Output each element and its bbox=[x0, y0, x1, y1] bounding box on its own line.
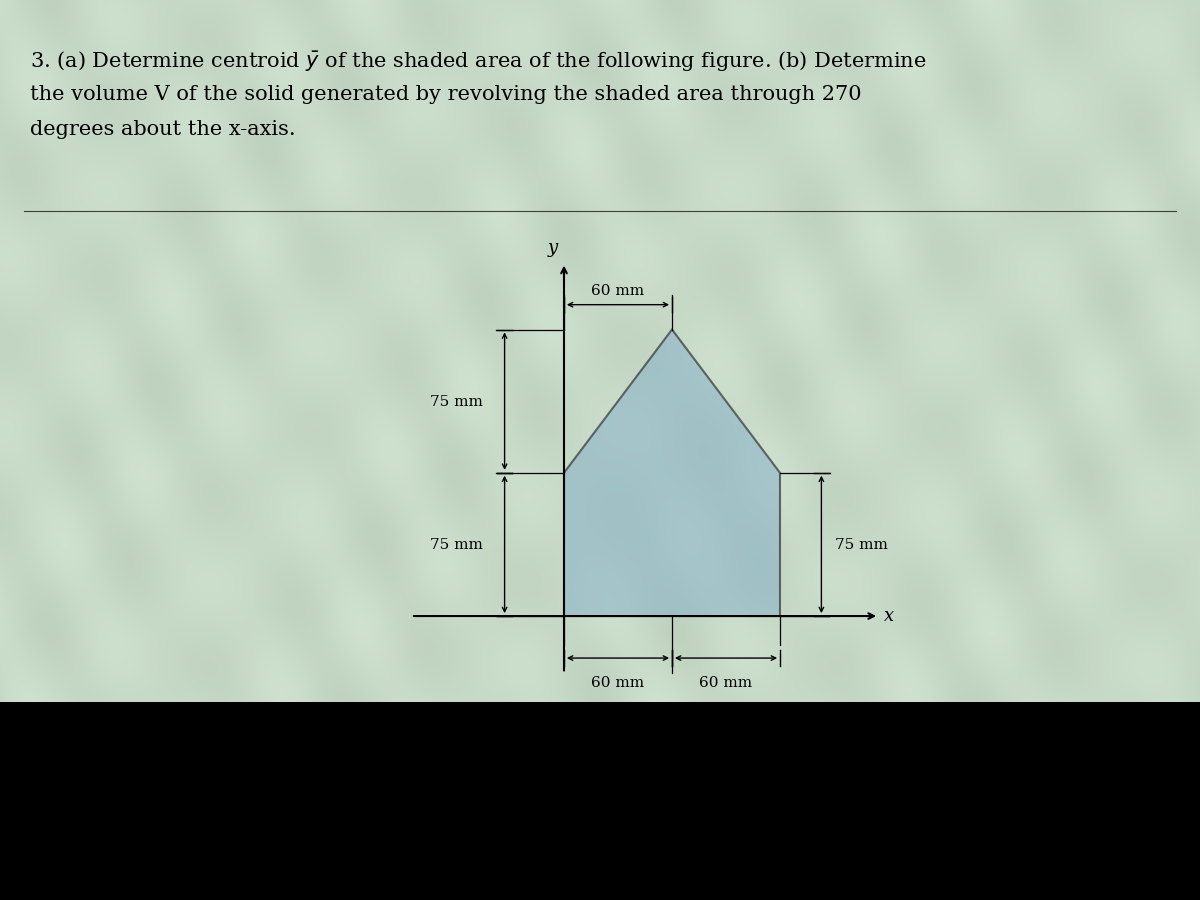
Text: 75 mm: 75 mm bbox=[834, 538, 888, 553]
Text: degrees about the x-axis.: degrees about the x-axis. bbox=[30, 121, 295, 140]
Text: 75 mm: 75 mm bbox=[430, 395, 482, 410]
Text: 60 mm: 60 mm bbox=[592, 284, 644, 298]
Text: the volume V of the solid generated by revolving the shaded area through 270: the volume V of the solid generated by r… bbox=[30, 86, 862, 104]
Text: x: x bbox=[884, 607, 894, 625]
Text: y: y bbox=[548, 238, 558, 256]
Text: 60 mm: 60 mm bbox=[700, 676, 752, 690]
Polygon shape bbox=[564, 329, 780, 616]
Text: 3. (a) Determine centroid $\bar{y}$ of the shaded area of the following figure. : 3. (a) Determine centroid $\bar{y}$ of t… bbox=[30, 50, 926, 75]
Text: 75 mm: 75 mm bbox=[430, 538, 482, 553]
Text: 60 mm: 60 mm bbox=[592, 676, 644, 690]
